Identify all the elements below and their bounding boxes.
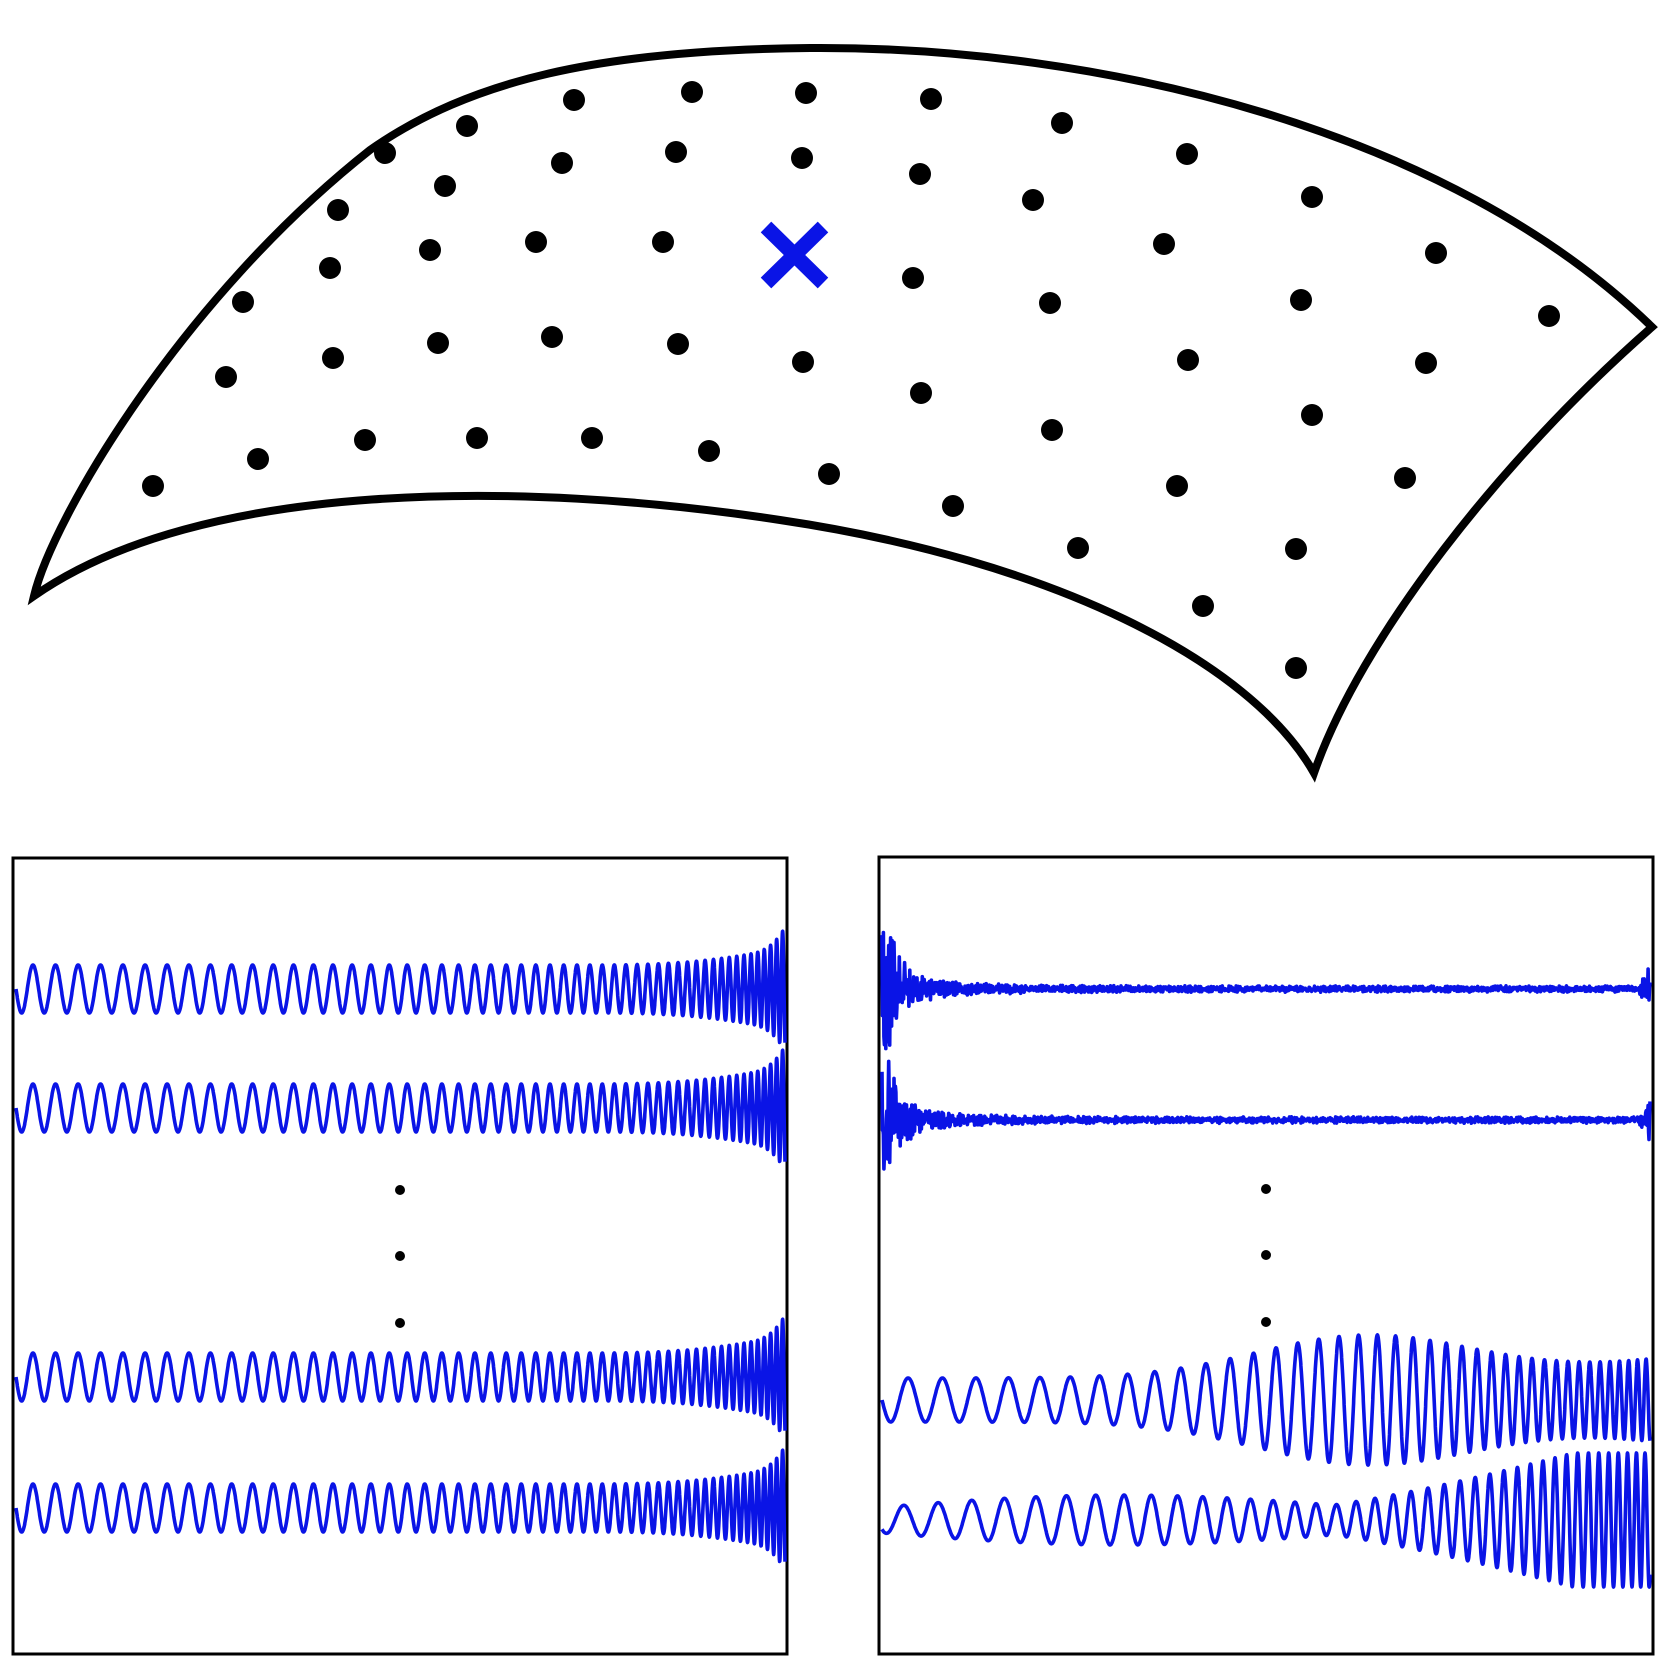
sensor-dot: [1285, 538, 1307, 560]
sensor-dot: [1301, 404, 1323, 426]
sensor-dot: [791, 147, 813, 169]
sensor-dot: [354, 429, 376, 451]
right-beating-trace: [880, 1451, 1652, 1589]
sensor-dot: [909, 163, 931, 185]
sensor-dot: [652, 231, 674, 253]
sensor-dot: [1538, 305, 1560, 327]
left-trace: [14, 929, 787, 1045]
sensor-dot: [1067, 537, 1089, 559]
right-transient-trace: [880, 930, 1652, 1051]
sensor-dot: [1415, 352, 1437, 374]
right-ellipsis-dots: [1261, 1184, 1271, 1327]
sensor-dots: [142, 81, 1560, 679]
sensor-dot: [792, 351, 814, 373]
sensor-dot: [1051, 112, 1073, 134]
sensor-dot: [232, 291, 254, 313]
sensor-dot: [215, 366, 237, 388]
sensor-dot: [374, 142, 396, 164]
sensor-dot: [1153, 233, 1175, 255]
right-beating-trace: [880, 1333, 1652, 1467]
sensor-dot: [1177, 349, 1199, 371]
left-trace: [14, 1448, 787, 1564]
sensor-dot: [665, 141, 687, 163]
sensor-dot: [247, 448, 269, 470]
left-traces: [14, 929, 787, 1564]
sensor-dot: [902, 267, 924, 289]
sensor-dot: [1394, 467, 1416, 489]
x-cross-icon: [760, 221, 829, 289]
sensor-dot: [1425, 242, 1447, 264]
sensor-dot: [1166, 475, 1188, 497]
sensor-dot: [419, 239, 441, 261]
sensor-dot: [1039, 292, 1061, 314]
sensor-dot: [667, 333, 689, 355]
sensor-dot: [910, 382, 932, 404]
sensor-dot: [434, 175, 456, 197]
sensor-dot: [698, 440, 720, 462]
sensor-dot: [322, 347, 344, 369]
sensor-dot: [818, 463, 840, 485]
left-ellipsis-dots: [395, 1185, 405, 1328]
sensor-dot: [1176, 143, 1198, 165]
sensor-dot: [142, 475, 164, 497]
left-trace: [14, 1048, 787, 1164]
sensor-dot: [1041, 419, 1063, 441]
sensor-dot: [525, 231, 547, 253]
sensor-dot: [541, 326, 563, 348]
sensor-dot: [466, 427, 488, 449]
sensor-dot: [551, 152, 573, 174]
sensor-dot: [795, 82, 817, 104]
sensor-dot: [920, 88, 942, 110]
sensor-dot: [1192, 595, 1214, 617]
sensor-dot: [327, 199, 349, 221]
sensor-dot: [427, 332, 449, 354]
right-transient-trace: [880, 1059, 1652, 1171]
sensor-dot: [581, 427, 603, 449]
surface-outline: [27, 43, 1658, 783]
right-traces: [880, 930, 1652, 1589]
sensor-dot: [681, 81, 703, 103]
sensor-dot: [1022, 189, 1044, 211]
sensor-dot: [319, 257, 341, 279]
sensor-dot: [1285, 657, 1307, 679]
sensor-dot: [1301, 186, 1323, 208]
left-trace: [14, 1317, 787, 1433]
sensor-dot: [1290, 289, 1312, 311]
sensor-dot: [563, 89, 585, 111]
sensor-dot: [456, 115, 478, 137]
sensor-dot: [942, 495, 964, 517]
